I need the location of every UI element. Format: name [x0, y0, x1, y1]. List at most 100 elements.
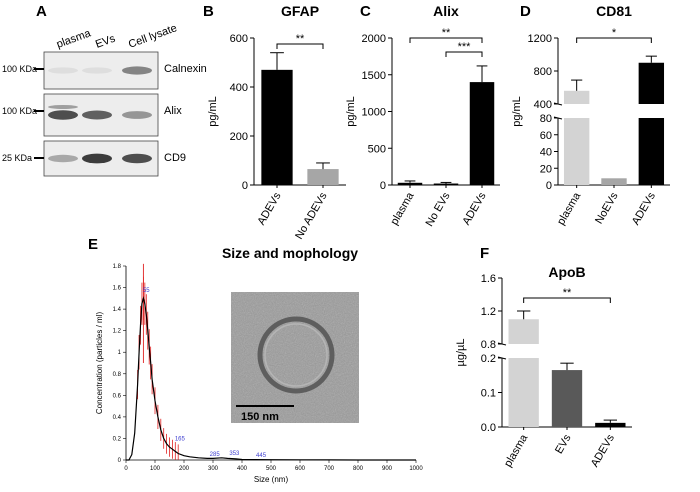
peak-label: 55 — [143, 288, 150, 294]
em-image: 150 nm — [231, 292, 359, 423]
y-axis-label: µg/µL — [455, 339, 467, 367]
y-tick-label: 0.2 — [481, 353, 496, 365]
x-tick-label: 900 — [382, 466, 393, 472]
x-tick-label: plasma — [502, 432, 531, 469]
bar — [638, 62, 665, 104]
x-tick-label: 700 — [324, 466, 335, 472]
bar — [397, 182, 423, 185]
x-tick-label: 300 — [208, 466, 219, 472]
band — [82, 153, 112, 164]
panel-e-size-distribution: E Size and mophology 0 0.2 0.4 0.6 0.8 1 1.2 1.… — [88, 236, 423, 484]
y-axis-label: Concentration (particles / ml) — [95, 312, 104, 415]
band — [122, 111, 152, 119]
y-tick-label: 0 — [546, 180, 552, 192]
significance-bracket — [523, 297, 611, 303]
chart-title: ApoB — [548, 264, 585, 280]
y-tick-label: 1.2 — [113, 329, 122, 335]
y-tick-label: 1200 — [528, 33, 552, 45]
significance-label: ** — [442, 27, 451, 39]
y-tick-label: 500 — [368, 143, 386, 155]
bar — [307, 169, 339, 185]
y-tick-label: 0.6 — [113, 393, 122, 399]
x-tick-label: 1000 — [409, 466, 423, 472]
y-tick-label: 400 — [534, 99, 552, 111]
y-tick-label: 1 — [118, 350, 122, 356]
band — [122, 153, 152, 164]
y-tick-label: 0.8 — [481, 339, 496, 351]
panel-d-cd81-chart: D CD81 pg/mL 0 20 40 60 80 400 800 1200 plasma NoEVs… — [511, 3, 670, 227]
y-tick-label: 0 — [380, 180, 386, 192]
bar — [508, 319, 539, 344]
blot-row: 100 KDa Calnexin — [2, 51, 207, 90]
chart-title: CD81 — [596, 3, 632, 19]
panel-a-letter: A — [36, 3, 47, 20]
band — [48, 67, 78, 74]
peak-label: 165 — [175, 437, 186, 443]
y-tick-label: 40 — [540, 147, 552, 159]
panel-d-letter: D — [520, 3, 531, 20]
y-tick-label: 1500 — [362, 70, 386, 82]
protein-label: CD9 — [164, 152, 186, 164]
band — [82, 67, 112, 74]
y-tick-label: 0 — [242, 180, 248, 192]
y-tick-label: 0.4 — [113, 415, 122, 421]
significance-label: * — [612, 27, 617, 39]
y-tick-label: 1.2 — [481, 306, 496, 318]
y-tick-label: 1.6 — [113, 286, 122, 292]
y-tick-label: 0.0 — [481, 422, 496, 434]
significance-bracket — [445, 51, 483, 57]
y-tick-label: 2000 — [362, 33, 386, 45]
x-tick-label: NoEVs — [593, 190, 621, 226]
x-tick-label: 500 — [266, 466, 277, 472]
x-tick-label: 200 — [179, 466, 190, 472]
vesicle-inner-ring — [264, 323, 328, 387]
em-image-noise — [231, 292, 359, 423]
y-axis-label: pg/mL — [511, 96, 523, 127]
bar — [508, 358, 539, 427]
panel-e-letter: E — [88, 236, 98, 253]
lane-label: plasma — [55, 27, 93, 51]
bar — [469, 82, 495, 185]
panel-c-alix-chart: C Alix pg/mL 0 500 1000 1500 2000 plasma No EVs AD… — [345, 3, 500, 229]
x-tick-label: EVs — [553, 432, 574, 456]
blot-row: 25 KDa CD9 — [2, 140, 186, 177]
protein-label: Alix — [164, 105, 182, 117]
x-tick-label: 100 — [150, 466, 161, 472]
y-tick-label: 200 — [230, 131, 248, 143]
peak-label: 353 — [229, 451, 240, 457]
x-tick-label: plasma — [388, 190, 417, 227]
y-tick-label: 1.4 — [113, 307, 122, 313]
y-tick-label: 800 — [534, 66, 552, 78]
significance-label: ** — [296, 33, 305, 45]
x-tick-label: ADEVs — [589, 432, 617, 469]
x-tick-label: 0 — [124, 466, 128, 472]
bar — [551, 370, 583, 427]
x-tick-label: 600 — [295, 466, 306, 472]
bar — [563, 90, 590, 104]
marker-label: 25 KDa — [2, 153, 32, 163]
y-tick-label: 400 — [230, 82, 248, 94]
significance-label: *** — [458, 41, 472, 53]
panel-f-apob-chart: F ApoB µg/µL 0.0 0.1 0.2 0.8 1.2 1.6 plasma EVs ADE… — [455, 245, 632, 469]
x-tick-label: ADEVs — [255, 190, 283, 227]
y-tick-label: 1000 — [362, 107, 386, 119]
y-tick-label: 0 — [118, 458, 122, 464]
band — [48, 154, 78, 163]
bar — [433, 183, 459, 185]
y-tick-label: 0.8 — [113, 372, 122, 378]
panel-b-gfap-chart: B GFAP pg/mL 0 200 400 600 ADEVs No ADEVs ** — [203, 3, 346, 242]
band — [48, 105, 78, 109]
peak-label: 285 — [210, 452, 221, 458]
x-tick-label: 400 — [237, 466, 248, 472]
protein-label: Calnexin — [164, 63, 207, 75]
lane-label: EVs — [94, 32, 118, 50]
x-tick-label: No EVs — [424, 190, 453, 229]
y-tick-label: 0.2 — [113, 436, 122, 442]
band — [82, 110, 112, 120]
lane-label: Cell lysate — [127, 22, 179, 51]
bar — [601, 178, 627, 185]
panel-f-letter: F — [480, 245, 489, 262]
x-tick-label: No ADEVs — [293, 190, 330, 241]
chart-title: Alix — [433, 3, 459, 19]
